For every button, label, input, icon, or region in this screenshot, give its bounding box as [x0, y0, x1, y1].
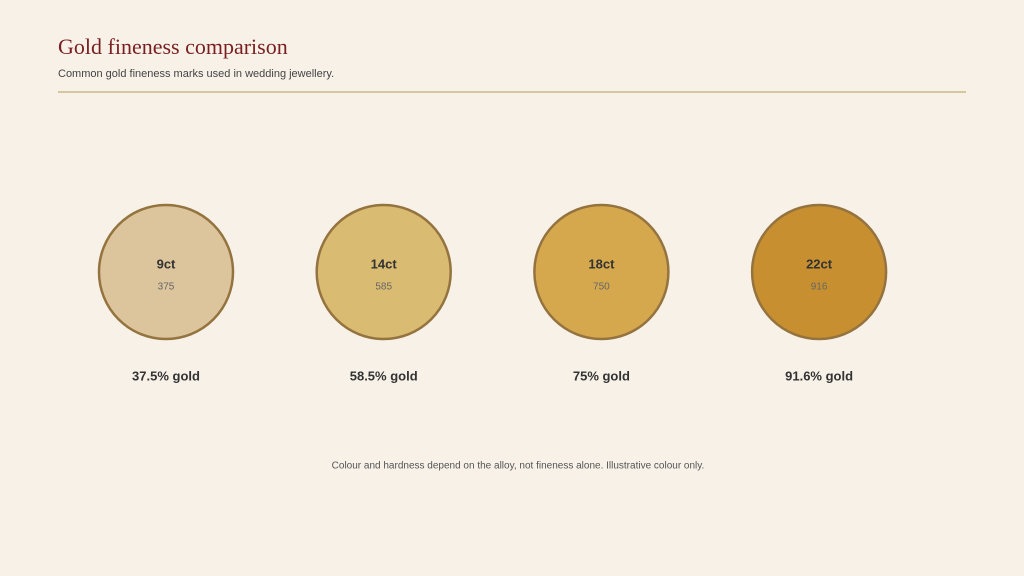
- fineness-label: 750: [593, 282, 610, 293]
- gold-swatch: [315, 203, 452, 341]
- fineness-label: 375: [158, 282, 175, 293]
- karat-label: 14ct: [371, 256, 398, 271]
- karat-label: 9ct: [157, 256, 176, 271]
- karat-label: 22ct: [806, 256, 833, 271]
- gold-swatch: [750, 203, 888, 341]
- page-subtitle: Common gold fineness marks used in weddi…: [58, 68, 334, 80]
- page-title: Gold fineness comparison: [58, 34, 288, 59]
- fineness-label: 585: [375, 282, 392, 293]
- percent-label: 75% gold: [573, 368, 630, 383]
- percent-label: 37.5% gold: [132, 368, 200, 383]
- gold-swatch: [533, 203, 670, 341]
- fineness-label: 916: [811, 282, 828, 293]
- footnote: Colour and hardness depend on the alloy,…: [332, 461, 705, 472]
- karat-label: 18ct: [588, 256, 615, 271]
- gold-swatch: [97, 203, 235, 341]
- percent-label: 58.5% gold: [350, 368, 418, 383]
- percent-label: 91.6% gold: [785, 368, 853, 383]
